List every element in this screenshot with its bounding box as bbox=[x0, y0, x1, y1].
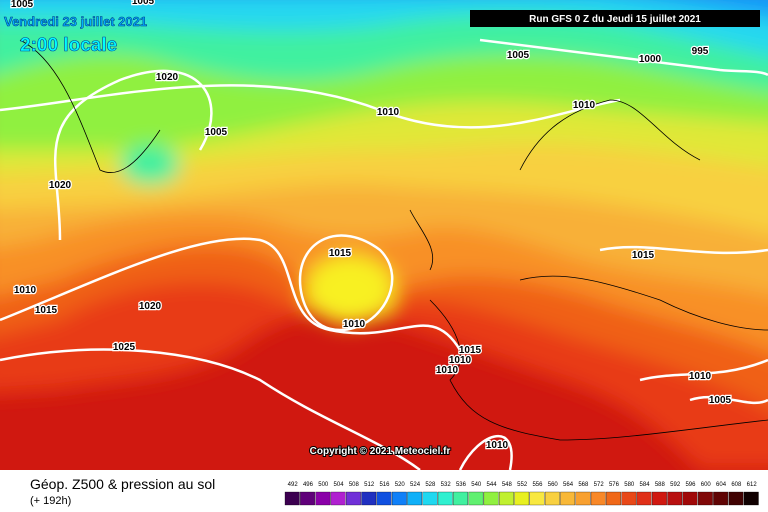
isobar-label: 1010 bbox=[436, 365, 459, 376]
colorbar-swatch bbox=[560, 491, 576, 506]
footer-lead: (+ 192h) bbox=[30, 495, 71, 507]
colorbar-label: 592 bbox=[670, 482, 681, 488]
colorbar-swatch bbox=[330, 491, 346, 506]
isobar-label: 1015 bbox=[459, 345, 482, 356]
colorbar-swatch bbox=[483, 491, 499, 506]
colorbar-label: 600 bbox=[701, 482, 712, 488]
isobar-label: 1005 bbox=[205, 127, 228, 138]
run-banner bbox=[470, 10, 760, 27]
colorbar-swatch bbox=[468, 491, 484, 506]
copyright: Copyright © 2021 Meteociel.fr bbox=[310, 446, 451, 457]
colorbar-label: 568 bbox=[578, 482, 589, 488]
colorbar-swatch bbox=[621, 491, 637, 506]
isobar-label: 1005 bbox=[709, 395, 732, 406]
colorbar-label: 588 bbox=[655, 482, 666, 488]
isobar-label: 1015 bbox=[632, 250, 655, 261]
colorbar-swatch bbox=[422, 491, 438, 506]
colorbar-swatch bbox=[284, 491, 300, 506]
isobar-label: 1005 bbox=[507, 50, 530, 61]
colorbar-swatch bbox=[682, 491, 698, 506]
isobar-label: 1020 bbox=[156, 72, 179, 83]
isobar-label: 1010 bbox=[377, 107, 400, 118]
colorbar-swatch bbox=[636, 491, 652, 506]
colorbar-swatch bbox=[300, 491, 315, 506]
colorbar-swatch bbox=[590, 491, 606, 506]
colorbar-label: 604 bbox=[716, 482, 727, 488]
colorbar-label: 596 bbox=[685, 482, 696, 488]
colorbar-label: 528 bbox=[425, 482, 436, 488]
colorbar-label: 516 bbox=[379, 482, 390, 488]
isobar-label: 1010 bbox=[449, 355, 472, 366]
colorbar-label: 520 bbox=[395, 482, 406, 488]
colorbar-swatch bbox=[697, 491, 713, 506]
colorbar-label: 536 bbox=[456, 482, 467, 488]
field bbox=[0, 0, 768, 470]
colorbar-swatch bbox=[315, 491, 331, 506]
colorbar-label: 544 bbox=[487, 482, 498, 488]
isobar-label: 1010 bbox=[343, 319, 366, 330]
run-info: Run GFS 0 Z du Jeudi 15 juillet 2021 bbox=[529, 14, 701, 25]
isobar-label: 1000 bbox=[639, 54, 662, 65]
isobar-label: 995 bbox=[692, 46, 709, 57]
colorbar-label: 504 bbox=[334, 482, 345, 488]
colorbar-swatch bbox=[529, 491, 545, 506]
colorbar-swatch bbox=[544, 491, 560, 506]
isobar-label: 1015 bbox=[329, 248, 352, 259]
date-title: Vendredi 23 juillet 2021 bbox=[4, 14, 147, 29]
colorbar-label: 512 bbox=[364, 482, 375, 488]
colorbar-swatch bbox=[391, 491, 407, 506]
colorbar-label: 500 bbox=[318, 482, 329, 488]
isobar-label: 1010 bbox=[486, 440, 509, 451]
isobar-label: 1020 bbox=[139, 301, 162, 312]
colorbar-swatch bbox=[575, 491, 591, 506]
colorbar-label: 572 bbox=[594, 482, 605, 488]
colorbar-label: 612 bbox=[747, 482, 758, 488]
colorbar-label: 496 bbox=[303, 482, 314, 488]
colorbar-label: 584 bbox=[640, 482, 651, 488]
isobar-label: 1010 bbox=[689, 371, 712, 382]
colorbar-label: 564 bbox=[563, 482, 574, 488]
colorbar-swatch bbox=[514, 491, 530, 506]
isobar-label: 1010 bbox=[14, 285, 37, 296]
colorbar-label: 524 bbox=[410, 482, 421, 488]
colorbar-label: 532 bbox=[441, 482, 452, 488]
colorbar-swatch bbox=[407, 491, 423, 506]
colorbar-swatch bbox=[728, 491, 744, 506]
colorbar-label: 560 bbox=[548, 482, 559, 488]
isobar-label: 1015 bbox=[35, 305, 58, 316]
colorbar-swatch bbox=[361, 491, 377, 506]
colorbar-label: 552 bbox=[517, 482, 528, 488]
colorbar-swatch bbox=[743, 491, 759, 506]
colorbar-swatch bbox=[713, 491, 729, 506]
colorbar-label: 556 bbox=[532, 482, 543, 488]
colorbar-label: 576 bbox=[609, 482, 620, 488]
colorbar-swatch bbox=[437, 491, 453, 506]
colorbar-swatch bbox=[667, 491, 683, 506]
isobar-label: 1010 bbox=[573, 100, 596, 111]
colorbar-label: 492 bbox=[288, 482, 299, 488]
isobar-label: 1005 bbox=[11, 0, 34, 10]
colorbar-swatch bbox=[376, 491, 392, 506]
local-time: 2:00 locale bbox=[20, 35, 117, 56]
colorbar-swatch bbox=[453, 491, 468, 506]
colorbar-label: 540 bbox=[471, 482, 482, 488]
isobar-label: 1025 bbox=[113, 342, 136, 353]
isobar-label: 1020 bbox=[49, 180, 72, 191]
colorbar-label: 508 bbox=[349, 482, 360, 488]
colorbar-swatch bbox=[606, 491, 621, 506]
footer-title: Géop. Z500 & pression au sol bbox=[30, 476, 215, 492]
colorbar-swatch bbox=[346, 491, 361, 506]
isobar-label: 1005 bbox=[132, 0, 155, 7]
colorbar-label: 548 bbox=[502, 482, 513, 488]
colorbar-label: 580 bbox=[624, 482, 635, 488]
colorbar-swatch bbox=[652, 491, 667, 506]
colorbar-swatch bbox=[499, 491, 514, 506]
colorbar-label: 608 bbox=[731, 482, 742, 488]
